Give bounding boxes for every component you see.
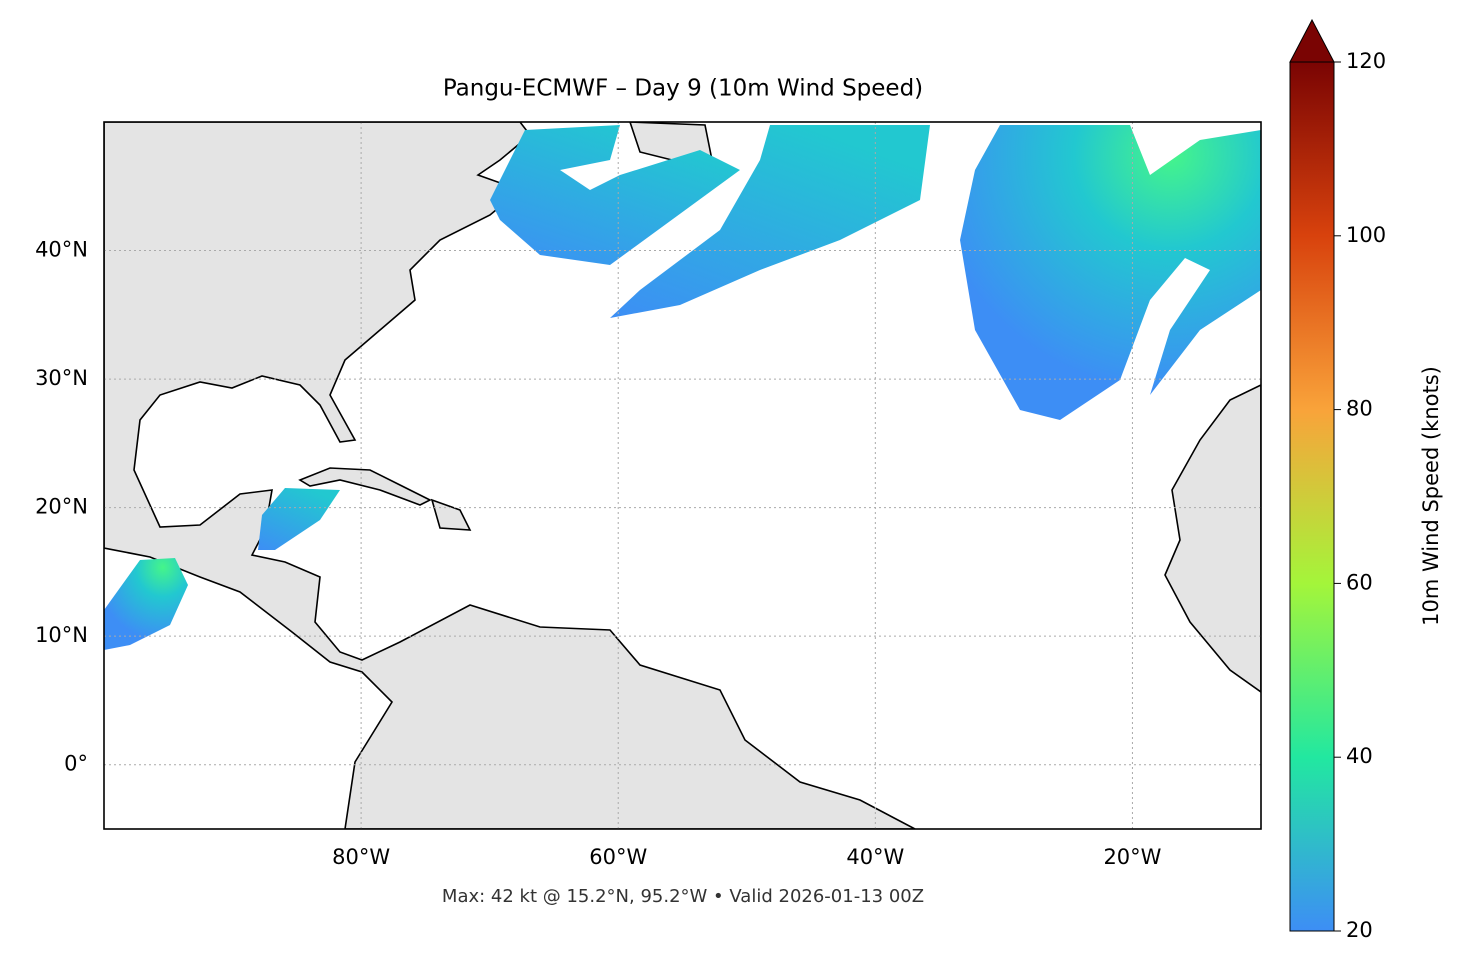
wind-area (610, 125, 930, 318)
land (298, 467, 432, 506)
wind-area (960, 125, 1261, 420)
y-tick-label: 30°N (35, 366, 88, 390)
footnote: Max: 42 kt @ 15.2°N, 95.2°W • Valid 2026… (442, 886, 924, 907)
map-frame (103, 121, 1262, 830)
y-tick-label: 20°N (35, 495, 88, 519)
colorbar-extend (1289, 18, 1335, 63)
wind-area (490, 125, 740, 265)
x-tick-label: 40°W (846, 845, 904, 869)
y-tick-label: 0° (64, 752, 88, 776)
colorbar-tick-label: 40 (1346, 744, 1373, 768)
colorbar-tick-label: 100 (1346, 223, 1386, 247)
wind-area (104, 558, 188, 650)
x-tick-label: 60°W (589, 845, 647, 869)
map (104, 122, 1261, 829)
x-tick-label: 80°W (332, 845, 390, 869)
x-tick-label: 20°W (1103, 845, 1161, 869)
wind-area (258, 488, 340, 550)
colorbar-tick-label: 60 (1346, 570, 1373, 594)
colorbar (1289, 61, 1335, 932)
colorbar-label: 10m Wind Speed (knots) (1419, 366, 1443, 626)
colorbar-tick-label: 20 (1346, 918, 1373, 942)
chart-title: Pangu-ECMWF – Day 9 (10m Wind Speed) (443, 76, 923, 102)
colorbar-tick-label: 80 (1346, 397, 1373, 421)
land (1164, 384, 1261, 693)
land (430, 498, 472, 531)
colorbar-tick-label: 120 (1346, 49, 1386, 73)
y-tick-label: 10°N (35, 623, 88, 647)
y-tick-label: 40°N (35, 238, 88, 262)
